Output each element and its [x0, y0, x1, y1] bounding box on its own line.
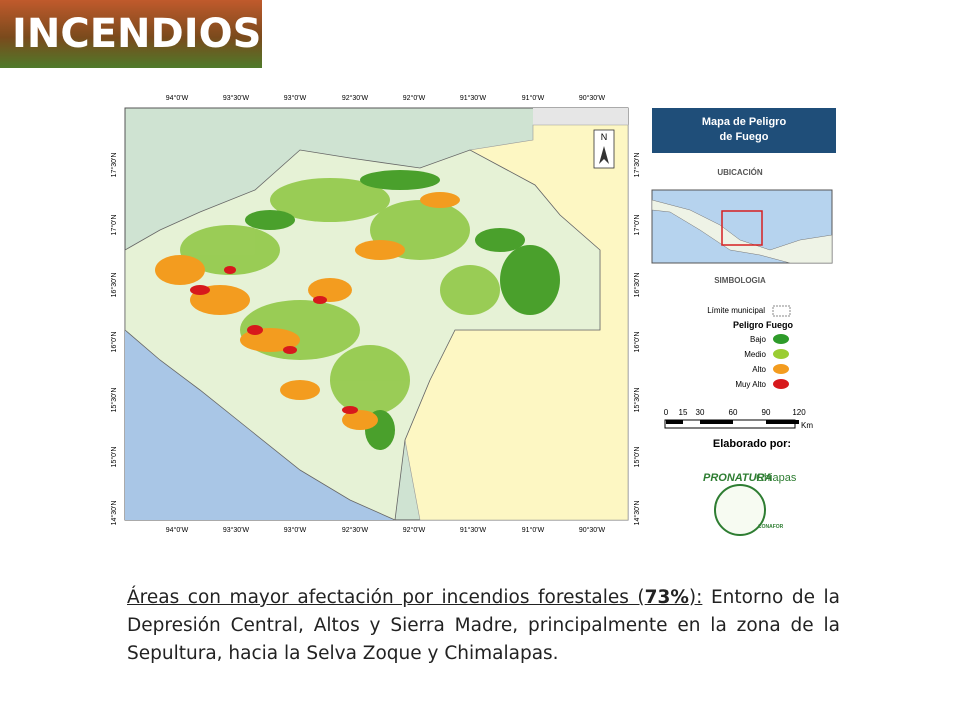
- scale-label: 60: [729, 408, 738, 417]
- latitude-label: 17°0'N: [110, 215, 118, 236]
- longitude-label: 90°30'W: [579, 526, 606, 534]
- latitude-label: 15°0'N: [110, 447, 118, 468]
- scale-segment: [700, 420, 733, 424]
- legend-class-swatch: [773, 364, 789, 374]
- legend-class-label: Alto: [752, 365, 766, 374]
- hazard-muy-alto: [190, 266, 358, 414]
- scale-label: 120: [792, 408, 806, 417]
- caption-lead-end: ):: [688, 587, 703, 608]
- hazard-alto: [155, 192, 460, 430]
- ocean: [125, 330, 395, 520]
- legend-hazard-title: Peligro Fuego: [733, 320, 794, 330]
- north-label: N: [601, 132, 608, 142]
- latitude-label: 15°0'N: [633, 447, 641, 468]
- scale-label: 15: [679, 408, 688, 417]
- region: [533, 108, 628, 125]
- scale-segment: [766, 420, 799, 424]
- legend-class-swatch: [773, 379, 789, 389]
- latitude-label: 16°0'N: [633, 332, 641, 353]
- scale-label: 30: [696, 408, 705, 417]
- logo-pronatura: PRONATURA: [703, 472, 773, 484]
- logo-pronatura-suffix: Chiapas: [756, 472, 797, 484]
- longitude-label: 92°0'W: [403, 526, 426, 534]
- caption-lead-start: Áreas con mayor afectación por incendios…: [127, 587, 645, 608]
- longitude-label: 92°30'W: [342, 94, 369, 102]
- latitude-label: 14°30'N: [110, 501, 118, 526]
- legend-class-label: Medio: [744, 350, 766, 359]
- latitude-label: 15°30'N: [110, 388, 118, 413]
- latitude-label: 17°30'N: [110, 153, 118, 178]
- north-arrow-shape: [599, 146, 609, 164]
- scale-label: 90: [762, 408, 771, 417]
- location-highlight: [721, 210, 763, 246]
- scale-unit: Km: [801, 421, 813, 430]
- caption-lead: Áreas con mayor afectación por incendios…: [127, 587, 702, 608]
- longitude-label: 91°30'W: [460, 526, 487, 534]
- longitude-label: 91°0'W: [522, 94, 545, 102]
- longitude-label: 94°0'W: [166, 526, 189, 534]
- legend-panel: Mapa de Peligro de Fuego UBICACIÓN SIMBO…: [651, 108, 836, 536]
- longitude-label: 93°0'W: [284, 526, 307, 534]
- legend-class-swatch: [773, 349, 789, 359]
- longitude-label: 93°30'W: [223, 94, 250, 102]
- map-figure: N 94°0'W 94°0'W 93°30'W 93°30'W 93°0'W 93°0'W…: [110, 94, 836, 536]
- latitude-label: 16°30'N: [633, 273, 641, 298]
- slide-title: INCENDIOS: [0, 0, 262, 68]
- latitude-label: 17°30'N: [633, 153, 641, 178]
- scale-labels: 0 15 30 60 90 120: [664, 408, 806, 424]
- legend-class-label: Bajo: [750, 335, 767, 344]
- latitude-label: 15°30'N: [633, 388, 641, 413]
- latitude-label: 17°0'N: [633, 215, 641, 236]
- latitude-label: 14°30'N: [633, 501, 641, 526]
- legend-boundary: Límite municipal: [707, 306, 765, 315]
- latitude-label: 16°30'N: [110, 273, 118, 298]
- location-title: UBICACIÓN: [717, 168, 763, 177]
- longitude-label: 93°30'W: [223, 526, 250, 534]
- longitude-label: 91°0'W: [522, 526, 545, 534]
- logo-conafor: [714, 484, 766, 536]
- scale-segment: [666, 420, 683, 424]
- scale-label: 0: [664, 408, 669, 417]
- caption-lead-bold: 73%: [644, 587, 689, 608]
- legend-header-line2: de Fuego: [720, 131, 769, 143]
- longitude-label: 92°30'W: [342, 526, 369, 534]
- longitude-label: 93°0'W: [284, 94, 307, 102]
- logo-conafor-text: CONAFOR: [758, 524, 784, 530]
- longitude-label: 94°0'W: [166, 94, 189, 102]
- latitude-label: 16°0'N: [110, 332, 118, 353]
- longitude-label: 90°30'W: [579, 94, 606, 102]
- hazard-medio: [180, 178, 500, 415]
- graticule-labels: 94°0'W 94°0'W 93°30'W 93°30'W 93°0'W 93°0'W 92…: [110, 94, 641, 534]
- caption-text: Entorno de la Depresión Central, Altos y…: [127, 587, 840, 664]
- legend-class-label: Muy Alto: [735, 380, 766, 389]
- hazard-bajo: [245, 170, 560, 450]
- legend-boundary-symbol: [772, 305, 791, 317]
- legend-class-swatch: [773, 334, 789, 344]
- legend-header: Mapa de Peligro: [702, 116, 787, 128]
- map-image: N: [124, 107, 629, 521]
- location-land: [651, 199, 833, 264]
- legend-classes: Bajo Medio Alto Muy Alto: [735, 334, 789, 389]
- longitude-label: 92°0'W: [403, 94, 426, 102]
- caption: Áreas con mayor afectación por incendios…: [127, 584, 840, 667]
- symbology-title: SIMBOLOGIA: [714, 276, 766, 285]
- legend-header-box: [652, 108, 836, 153]
- credits-title: Elaborado por:: [713, 438, 791, 450]
- longitude-label: 91°30'W: [460, 94, 487, 102]
